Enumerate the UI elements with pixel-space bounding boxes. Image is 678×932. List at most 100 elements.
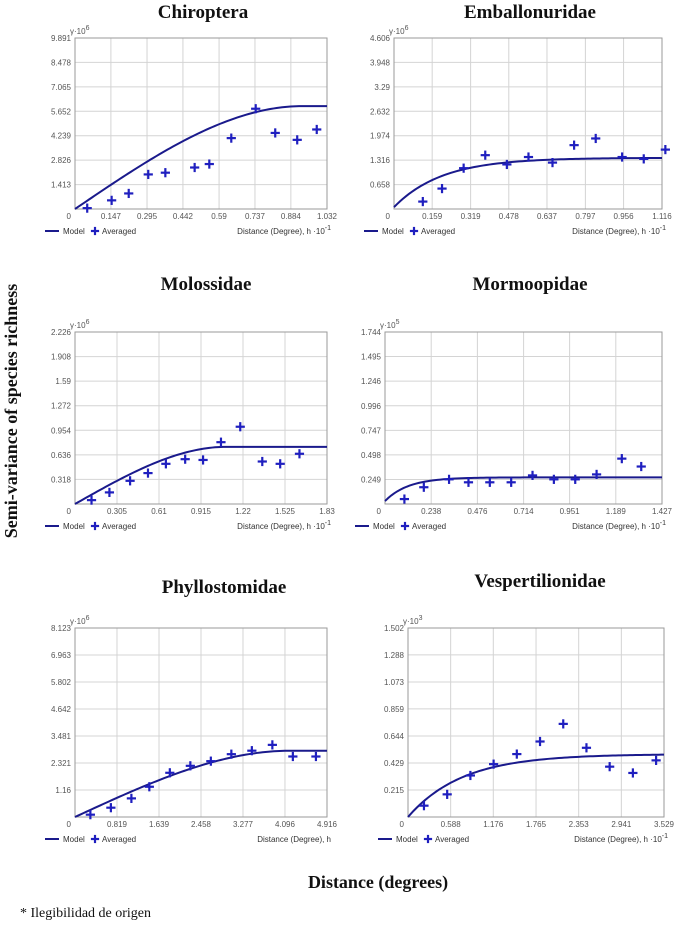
x-tick-label: 0.442 <box>173 212 194 221</box>
x-tick-label: 3.529 <box>654 820 675 829</box>
averaged-point <box>292 135 302 145</box>
averaged-point <box>206 756 216 766</box>
y-unit-label: γ·106 <box>389 25 409 36</box>
averaged-point <box>639 154 649 164</box>
x-tick-label: 2.353 <box>569 820 590 829</box>
chart-title: Molossidae <box>161 274 252 295</box>
averaged-point <box>465 770 475 781</box>
y-tick-label: 0.318 <box>51 475 72 484</box>
y-tick-label: 3.29 <box>374 83 390 92</box>
x-tick-label: 3.277 <box>233 820 254 829</box>
y-tick-label: 9.891 <box>51 34 72 43</box>
averaged-point <box>107 195 117 205</box>
x-tick-label: 1.427 <box>652 507 673 516</box>
y-unit-label: γ·106 <box>70 319 90 330</box>
chart-panel: Emballonuridae 0.658 1.316 1.974 2.632 3.29 3.… <box>364 2 672 236</box>
x-axis-label: Distance (Degree), h ·10-1 <box>572 225 666 236</box>
averaged-point <box>547 157 558 168</box>
y-tick-label: 1.974 <box>370 132 391 141</box>
x-tick-label: 0.238 <box>421 507 442 516</box>
legend-averaged-label: Averaged <box>102 227 136 236</box>
y-tick-label: 0.747 <box>361 426 382 435</box>
averaged-point <box>294 449 305 459</box>
x-tick-label: 0.951 <box>560 507 581 516</box>
y-tick-label: 0.215 <box>384 786 405 795</box>
x-tick-label: 1.032 <box>317 212 338 221</box>
x-axis-exponent: -1 <box>662 833 668 840</box>
x-axis-label: Distance (Degree), h ·10-1 <box>572 520 666 531</box>
y-tick-label: 8.478 <box>51 58 72 67</box>
chart-panel: Mormoopidae 0.249 0.498 0.747 0.996 1.246 1.49… <box>355 274 673 531</box>
averaged-point <box>442 789 452 799</box>
averaged-point <box>190 162 200 173</box>
chart-panel: Molossidae 0.318 0.636 0.954 1.272 1.59 1.908 2… <box>45 274 335 531</box>
chart-title: Vespertilionidae <box>474 571 605 592</box>
x-tick-label: 4.916 <box>317 820 338 829</box>
y-tick-label: 5.652 <box>51 107 72 116</box>
x-tick-label: 2.941 <box>611 820 632 829</box>
legend: Model Averaged <box>378 834 469 844</box>
y-tick-label: 5.802 <box>51 678 72 687</box>
x-axis-exponent: -1 <box>325 225 331 232</box>
averaged-point <box>535 736 545 747</box>
averaged-point <box>143 468 153 478</box>
averaged-point <box>247 746 257 756</box>
x-axis-label: Distance (Degree), h <box>257 835 331 844</box>
footnote: * Ilegibilidad de origen <box>20 906 151 921</box>
x-axis-unit: ·10 <box>650 835 662 844</box>
averaged-point <box>660 144 670 155</box>
x-axis-exponent: -1 <box>660 520 666 527</box>
legend-model-label: Model <box>63 522 85 531</box>
averaged-point <box>437 183 447 194</box>
averaged-point <box>570 474 580 484</box>
averaged-point <box>399 494 410 504</box>
averaged-point <box>160 168 170 178</box>
origin-label: 0 <box>67 212 72 221</box>
x-tick-label: 0.295 <box>137 212 158 221</box>
averaged-point <box>86 495 97 505</box>
x-axis-label: Distance (Degree), h ·10-1 <box>237 225 331 236</box>
y-tick-label: 0.644 <box>384 732 405 741</box>
averaged-point <box>125 476 135 486</box>
y-tick-label: 2.226 <box>51 328 72 337</box>
averaged-point <box>226 133 236 143</box>
averaged-point <box>636 461 646 472</box>
averaged-point <box>267 740 277 750</box>
y-tick-label: 1.073 <box>384 678 405 687</box>
x-tick-label: 0.305 <box>107 507 128 516</box>
y-tick-label: 1.272 <box>51 402 72 411</box>
y-unit-label: γ·106 <box>70 615 90 626</box>
averaged-point <box>251 104 261 114</box>
averaged-point <box>82 203 92 213</box>
legend-averaged-label: Averaged <box>435 835 469 844</box>
averaged-point <box>591 469 602 480</box>
model-curve <box>407 753 665 818</box>
averaged-point <box>617 152 627 162</box>
y-tick-label: 1.246 <box>361 377 382 386</box>
y-tick-label: 7.065 <box>51 83 72 92</box>
x-tick-label: 1.189 <box>606 507 627 516</box>
legend: Model Averaged <box>45 521 136 531</box>
x-tick-label: 0.714 <box>514 507 535 516</box>
x-axis-unit: ·10 <box>648 522 660 531</box>
x-axis-exponent: -1 <box>325 520 331 527</box>
averaged-point <box>104 487 115 498</box>
averaged-point <box>235 422 245 432</box>
legend-averaged-label: Averaged <box>421 227 455 236</box>
averaged-point <box>418 196 428 207</box>
averaged-point <box>651 755 661 765</box>
legend-model-label: Model <box>373 522 395 531</box>
x-tick-label: 0.588 <box>441 820 462 829</box>
legend-averaged-label: Averaged <box>102 522 136 531</box>
y-tick-label: 0.996 <box>361 402 382 411</box>
averaged-point <box>628 768 638 778</box>
averaged-point <box>569 140 579 150</box>
x-tick-label: 1.116 <box>652 212 672 221</box>
x-tick-label: 0.61 <box>151 507 167 516</box>
x-tick-label: 1.83 <box>319 507 335 516</box>
x-tick-label: 1.176 <box>483 820 504 829</box>
plot-frame <box>384 331 663 505</box>
model-curve <box>74 445 327 505</box>
chart-panel: Vespertilionidae 0.215 0.429 0.644 0.859 1.07… <box>378 571 675 844</box>
